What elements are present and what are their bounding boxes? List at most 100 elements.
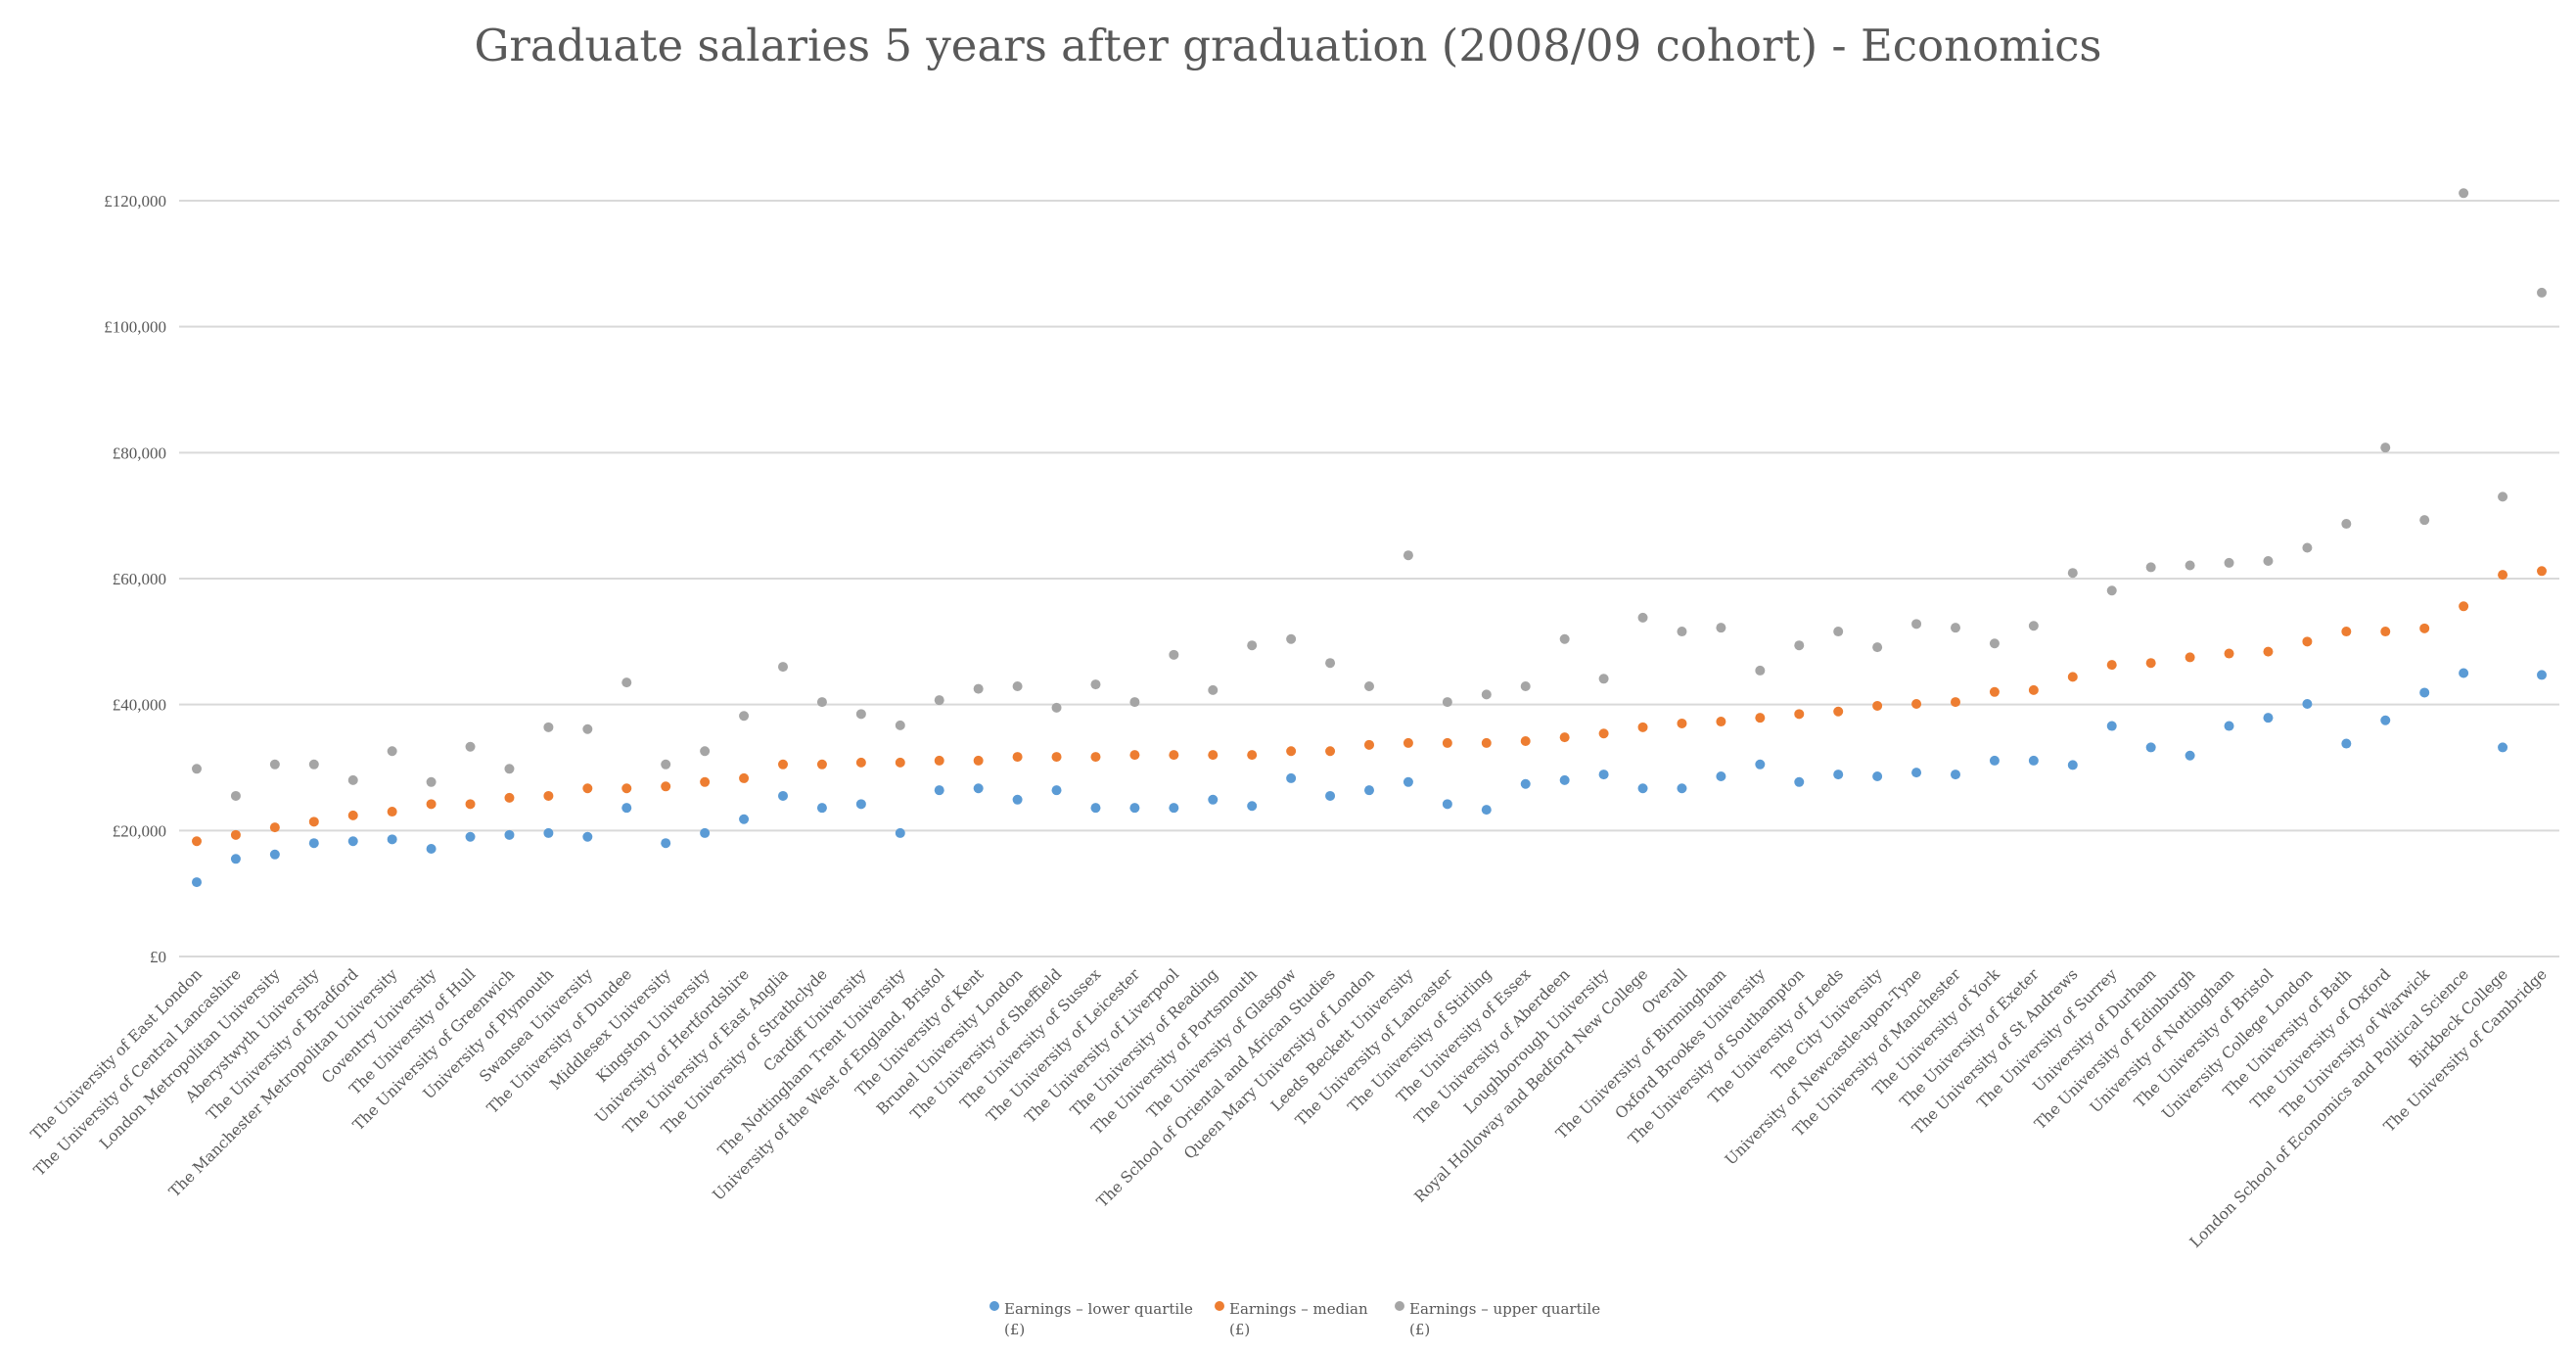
data-point-median[interactable] <box>269 822 280 833</box>
data-point-lower-quartile[interactable] <box>2459 668 2469 678</box>
data-point-lower-quartile[interactable] <box>621 803 632 814</box>
data-point-median[interactable] <box>2067 672 2078 682</box>
data-point-upper-quartile[interactable] <box>2145 562 2156 573</box>
data-point-lower-quartile[interactable] <box>308 838 319 849</box>
data-point-lower-quartile[interactable] <box>1794 776 1805 787</box>
data-point-median[interactable] <box>1637 722 1648 732</box>
data-point-median[interactable] <box>1090 752 1101 763</box>
data-point-median[interactable] <box>1755 713 1766 723</box>
data-point-upper-quartile[interactable] <box>1716 623 1726 633</box>
data-point-upper-quartile[interactable] <box>739 711 750 722</box>
data-point-upper-quartile[interactable] <box>1129 697 1140 708</box>
data-point-median[interactable] <box>1794 709 1805 720</box>
data-point-upper-quartile[interactable] <box>1911 619 1922 630</box>
data-point-upper-quartile[interactable] <box>2380 443 2391 453</box>
data-point-lower-quartile[interactable] <box>2302 699 2313 710</box>
data-point-upper-quartile[interactable] <box>895 720 905 730</box>
data-point-lower-quartile[interactable] <box>778 790 788 801</box>
data-point-median[interactable] <box>973 755 984 766</box>
data-point-upper-quartile[interactable] <box>661 759 671 770</box>
data-point-median[interactable] <box>895 757 905 768</box>
data-point-lower-quartile[interactable] <box>934 785 944 796</box>
data-point-lower-quartile[interactable] <box>2341 738 2352 749</box>
data-point-lower-quartile[interactable] <box>2263 713 2274 723</box>
data-point-upper-quartile[interactable] <box>2419 515 2430 526</box>
data-point-upper-quartile[interactable] <box>1090 679 1101 690</box>
data-point-median[interactable] <box>2419 623 2430 633</box>
data-point-upper-quartile[interactable] <box>700 746 711 757</box>
data-point-upper-quartile[interactable] <box>1989 638 2000 649</box>
data-point-median[interactable] <box>1403 737 1413 748</box>
data-point-median[interactable] <box>465 799 476 810</box>
data-point-median[interactable] <box>1989 686 2000 697</box>
data-point-upper-quartile[interactable] <box>230 790 241 801</box>
data-point-upper-quartile[interactable] <box>269 759 280 770</box>
data-point-median[interactable] <box>1286 746 1297 757</box>
data-point-median[interactable] <box>1364 739 1374 750</box>
data-point-lower-quartile[interactable] <box>739 814 750 824</box>
data-point-median[interactable] <box>347 810 358 820</box>
data-point-lower-quartile[interactable] <box>504 829 515 840</box>
data-point-lower-quartile[interactable] <box>426 843 437 854</box>
data-point-upper-quartile[interactable] <box>1364 681 1374 692</box>
data-point-median[interactable] <box>2224 648 2234 659</box>
data-point-median[interactable] <box>778 759 788 770</box>
data-point-lower-quartile[interactable] <box>1403 776 1413 787</box>
data-point-upper-quartile[interactable] <box>1520 681 1531 692</box>
data-point-median[interactable] <box>1051 752 1062 763</box>
data-point-lower-quartile[interactable] <box>895 827 905 838</box>
data-point-upper-quartile[interactable] <box>347 774 358 785</box>
data-point-median[interactable] <box>816 759 827 770</box>
data-point-upper-quartile[interactable] <box>387 746 397 757</box>
data-point-upper-quartile[interactable] <box>855 709 866 720</box>
data-point-median[interactable] <box>2145 658 2156 669</box>
data-point-lower-quartile[interactable] <box>1208 794 1219 805</box>
data-point-lower-quartile[interactable] <box>2185 750 2195 761</box>
data-point-upper-quartile[interactable] <box>1833 627 1844 637</box>
data-point-lower-quartile[interactable] <box>1129 803 1140 814</box>
data-point-upper-quartile[interactable] <box>1247 640 1258 651</box>
data-point-upper-quartile[interactable] <box>543 722 554 732</box>
data-point-lower-quartile[interactable] <box>1364 785 1374 796</box>
data-point-median[interactable] <box>543 790 554 801</box>
data-point-upper-quartile[interactable] <box>1208 684 1219 695</box>
data-point-upper-quartile[interactable] <box>1755 665 1766 676</box>
data-point-median[interactable] <box>1208 750 1219 761</box>
data-point-lower-quartile[interactable] <box>1755 759 1766 770</box>
data-point-lower-quartile[interactable] <box>1481 805 1492 816</box>
legend-item-lower-quartile[interactable]: Earnings – lower quartile (£) <box>989 1300 1193 1338</box>
data-point-median[interactable] <box>2263 646 2274 657</box>
data-point-median[interactable] <box>1325 746 1336 757</box>
data-point-lower-quartile[interactable] <box>1286 772 1297 783</box>
data-point-upper-quartile[interactable] <box>2537 287 2547 298</box>
data-point-median[interactable] <box>1481 737 1492 748</box>
data-point-upper-quartile[interactable] <box>582 723 593 734</box>
data-point-upper-quartile[interactable] <box>426 776 437 787</box>
data-point-lower-quartile[interactable] <box>2498 742 2508 753</box>
data-point-lower-quartile[interactable] <box>1716 771 1726 782</box>
data-point-upper-quartile[interactable] <box>1559 633 1570 644</box>
data-point-upper-quartile[interactable] <box>934 695 944 706</box>
legend-item-median[interactable]: Earnings – median (£) <box>1215 1300 1368 1338</box>
data-point-lower-quartile[interactable] <box>973 783 984 794</box>
data-point-upper-quartile[interactable] <box>2067 568 2078 579</box>
data-point-median[interactable] <box>2498 570 2508 581</box>
data-point-upper-quartile[interactable] <box>1677 627 1687 637</box>
data-point-median[interactable] <box>2341 627 2352 637</box>
data-point-lower-quartile[interactable] <box>1951 770 1960 780</box>
data-point-upper-quartile[interactable] <box>1325 658 1336 669</box>
data-point-median[interactable] <box>621 783 632 794</box>
data-point-median[interactable] <box>855 757 866 768</box>
data-point-upper-quartile[interactable] <box>2341 519 2352 530</box>
data-point-median[interactable] <box>230 829 241 840</box>
data-point-median[interactable] <box>1677 718 1687 728</box>
data-point-lower-quartile[interactable] <box>1520 778 1531 789</box>
data-point-median[interactable] <box>1872 700 1883 711</box>
data-point-median[interactable] <box>2302 636 2313 647</box>
data-point-lower-quartile[interactable] <box>1911 768 1922 778</box>
data-point-median[interactable] <box>192 836 202 847</box>
data-point-lower-quartile[interactable] <box>2067 760 2078 770</box>
data-point-upper-quartile[interactable] <box>621 677 632 688</box>
data-point-lower-quartile[interactable] <box>192 877 202 888</box>
data-point-upper-quartile[interactable] <box>1169 649 1179 660</box>
